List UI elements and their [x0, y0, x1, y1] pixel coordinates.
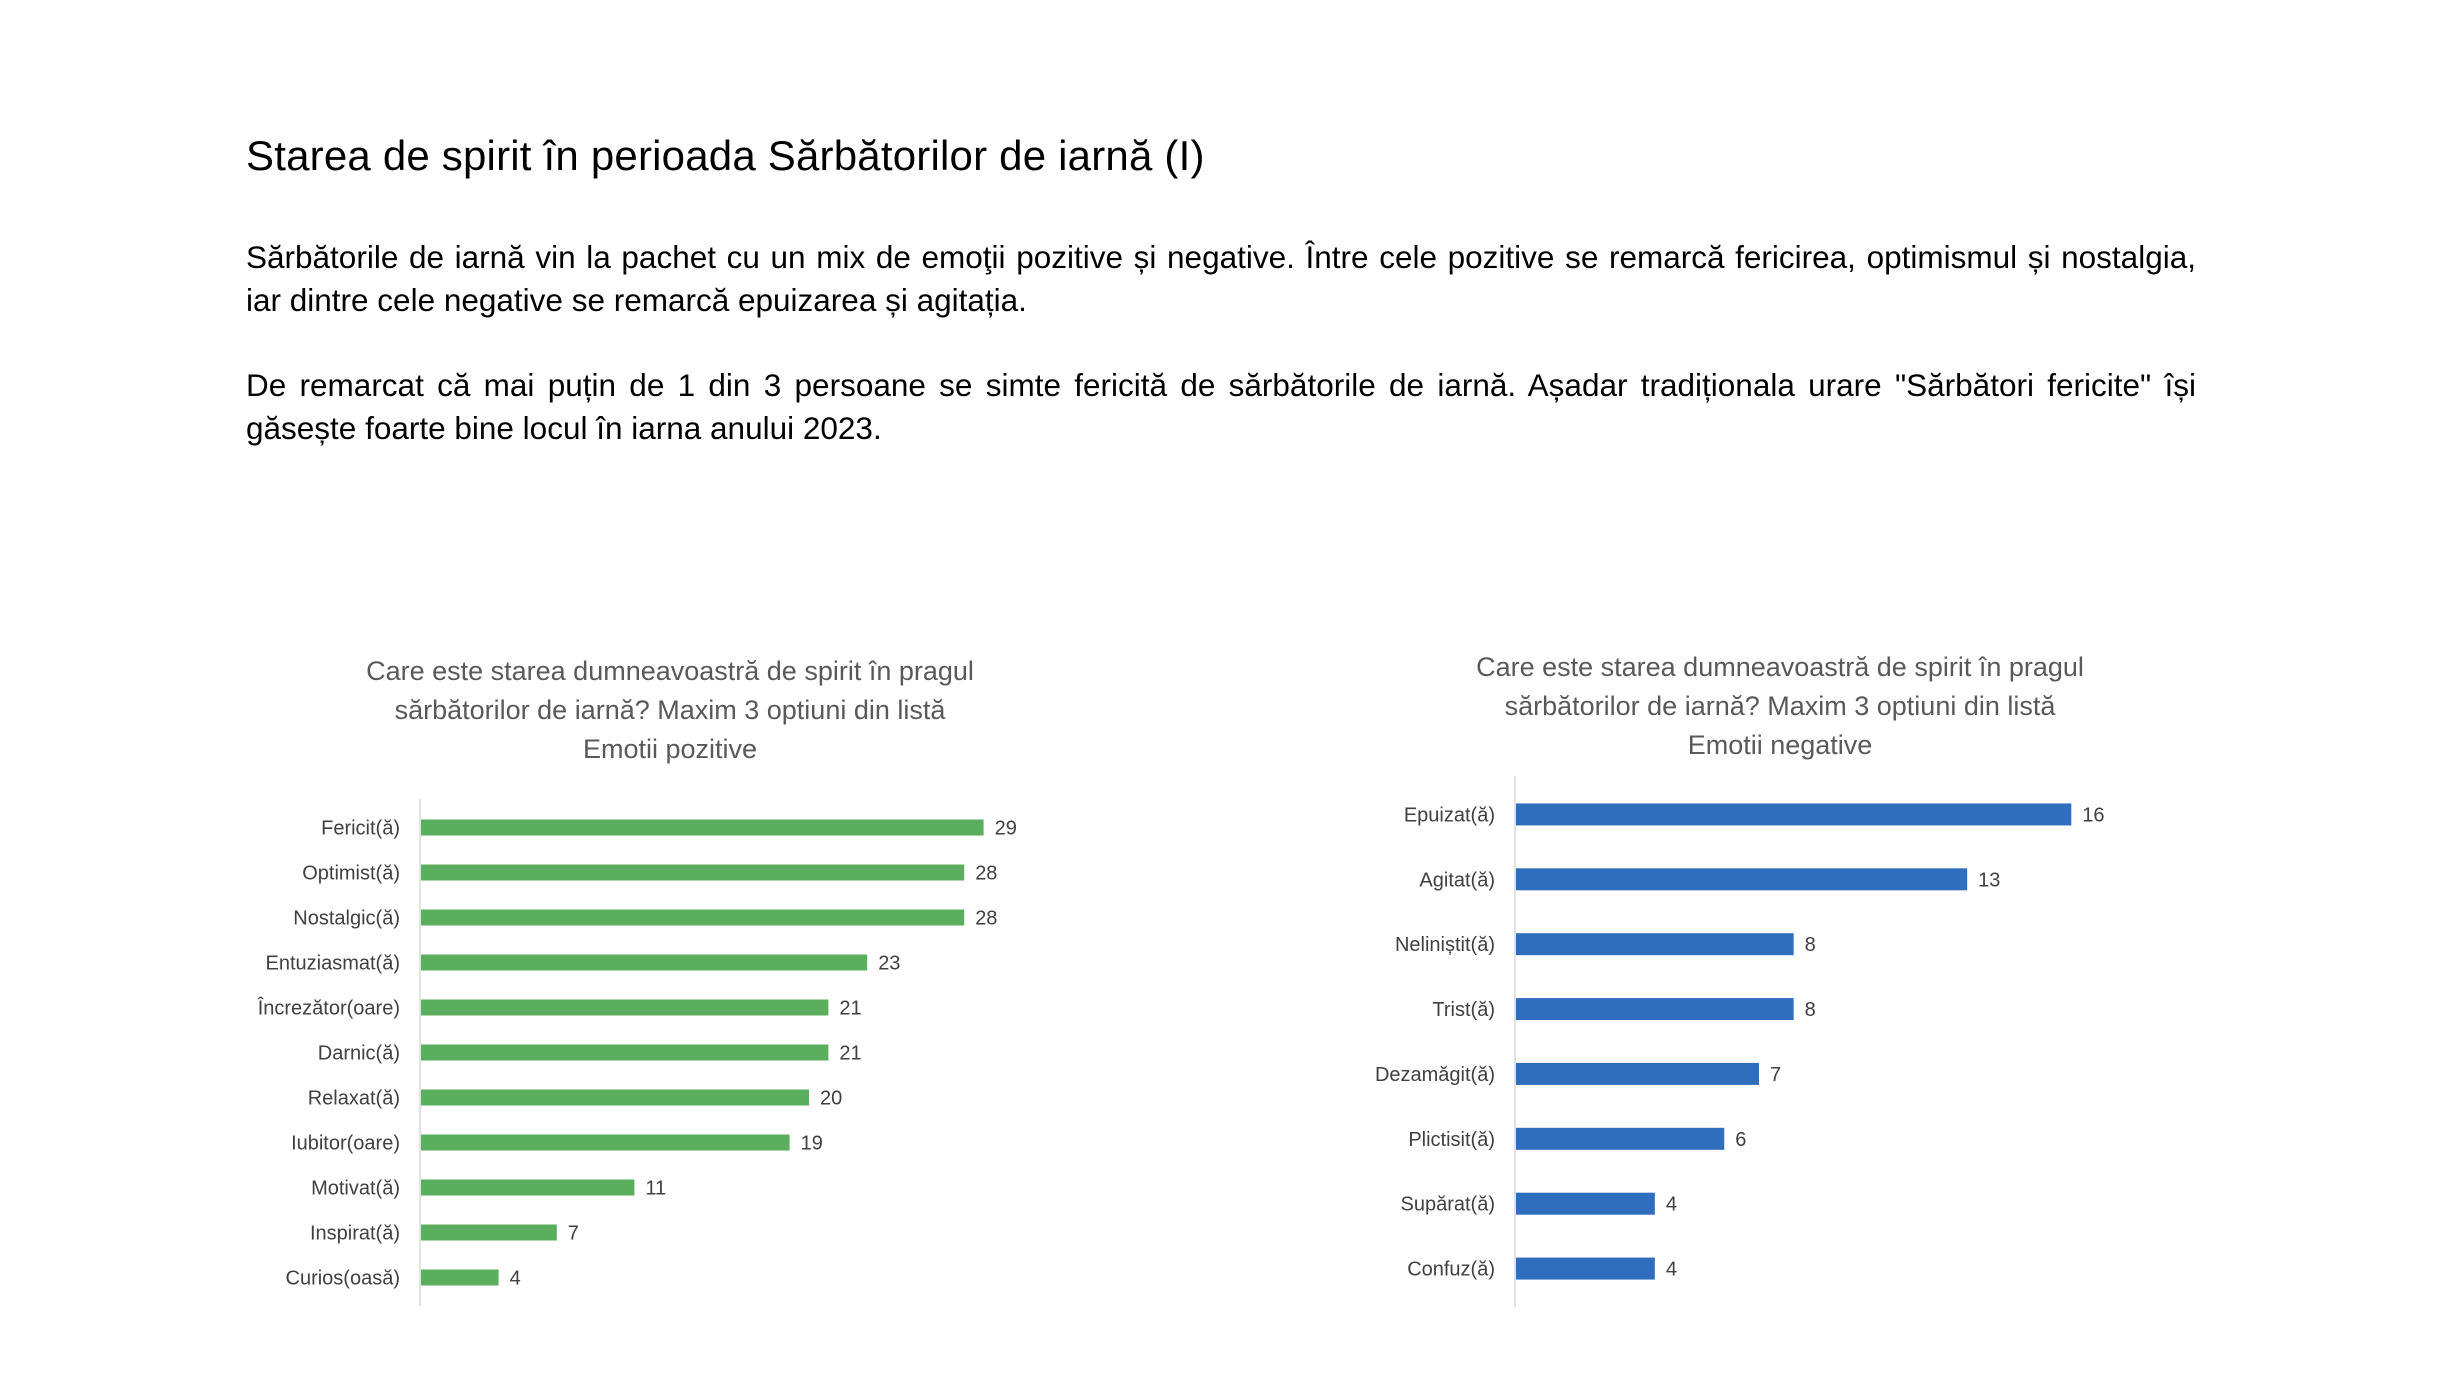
bar-row: Agitat(ă) 13 — [1419, 868, 2000, 891]
data-label: 6 — [1735, 1129, 1746, 1151]
chart-title: Care este starea dumneavoastră de spirit… — [366, 656, 974, 764]
category-label: Agitat(ă) — [1419, 869, 1495, 891]
bar-row: Neliniștit(ă) 8 — [1395, 933, 1816, 956]
data-label: 19 — [801, 1133, 823, 1155]
bar — [421, 1179, 635, 1196]
data-label: 16 — [2082, 804, 2104, 826]
data-label: 8 — [1805, 934, 1816, 956]
bar-row: Curios(oasă) 4 — [286, 1268, 521, 1290]
category-label: Neliniștit(ă) — [1395, 934, 1495, 956]
chart-title-line: Care este starea dumneavoastră de spirit… — [366, 656, 974, 686]
bar-row: Motivat(ă) 11 — [311, 1178, 666, 1200]
category-label: Epuizat(ă) — [1404, 804, 1495, 826]
category-label: Darnic(ă) — [318, 1043, 400, 1065]
bar — [1516, 1127, 1725, 1150]
chart-title-line: Emotii pozitive — [583, 734, 757, 764]
bar-row: Epuizat(ă) 16 — [1404, 803, 2105, 826]
chart-title-line: sărbătorilor de iarnă? Maxim 3 optiuni d… — [395, 695, 947, 725]
bar-row: Optimist(ă) 28 — [302, 863, 997, 885]
category-label: Inspirat(ă) — [310, 1223, 400, 1245]
bar — [421, 909, 965, 926]
bar — [421, 1134, 790, 1151]
category-label: Entuziasmat(ă) — [266, 953, 401, 975]
data-label: 23 — [878, 953, 900, 975]
data-label: 28 — [975, 863, 997, 885]
bar — [1516, 1192, 1655, 1215]
data-label: 8 — [1805, 999, 1816, 1021]
remark-paragraph: De remarcat că mai puțin de 1 din 3 pers… — [246, 367, 2196, 446]
bar — [1516, 933, 1794, 956]
bar-row: Inspirat(ă) 7 — [310, 1223, 579, 1245]
bar — [421, 1044, 829, 1061]
category-label: Relaxat(ă) — [308, 1088, 400, 1110]
chart-title-line: sărbătorilor de iarnă? Maxim 3 optiuni d… — [1505, 691, 2057, 721]
bar-row: Trist(ă) 8 — [1432, 998, 1816, 1021]
data-label: 4 — [510, 1268, 521, 1290]
bar — [421, 999, 829, 1016]
category-label: Dezamăgit(ă) — [1375, 1064, 1495, 1086]
bar — [1516, 803, 2072, 826]
data-label: 21 — [839, 1043, 861, 1065]
data-label: 29 — [995, 818, 1017, 840]
bar-row: Nostalgic(ă) 28 — [293, 908, 997, 930]
positive-emotions-chart: Care este starea dumneavoastră de spirit… — [230, 640, 1110, 1320]
bar-row: Supărat(ă) 4 — [1401, 1192, 1677, 1216]
data-label: 11 — [645, 1178, 666, 1200]
bar-row: Încrezător(oare) 21 — [257, 997, 862, 1020]
bar-row: Dezamăgit(ă) 7 — [1375, 1062, 1781, 1086]
data-label: 13 — [1978, 869, 2000, 891]
bar — [421, 819, 984, 836]
bar-row: Plictisit(ă) 6 — [1408, 1127, 1746, 1151]
bar-row: Fericit(ă) 29 — [321, 818, 1017, 840]
bar — [421, 1089, 809, 1106]
bar-row: Entuziasmat(ă) 23 — [266, 953, 901, 975]
data-label: 4 — [1666, 1194, 1677, 1216]
chart-title: Care este starea dumneavoastră de spirit… — [1476, 652, 2084, 760]
category-label: Trist(ă) — [1432, 999, 1495, 1021]
bar-row: Darnic(ă) 21 — [318, 1043, 862, 1065]
category-label: Fericit(ă) — [321, 818, 400, 840]
category-label: Motivat(ă) — [311, 1178, 400, 1200]
bar-row: Relaxat(ă) 20 — [308, 1088, 843, 1110]
negative-emotions-chart: Care este starea dumneavoastră de spirit… — [1340, 636, 2220, 1316]
chart-title-line: Care este starea dumneavoastră de spirit… — [1476, 652, 2084, 682]
intro-paragraph: Sărbătorile de iarnă vin la pachet cu un… — [246, 239, 2196, 318]
bar — [1516, 998, 1794, 1021]
data-label: 4 — [1666, 1259, 1677, 1281]
bar — [1516, 1062, 1759, 1085]
data-label: 28 — [975, 908, 997, 930]
category-label: Curios(oasă) — [286, 1268, 400, 1290]
bar — [421, 864, 965, 881]
bar — [421, 1224, 557, 1241]
data-label: 21 — [839, 998, 861, 1020]
category-label: Nostalgic(ă) — [293, 908, 400, 930]
positive-emotions-chart-svg: Care este starea dumneavoastră de spirit… — [257, 656, 1017, 1306]
data-label: 7 — [568, 1223, 579, 1245]
category-label: Optimist(ă) — [302, 863, 400, 885]
data-label: 7 — [1770, 1064, 1781, 1086]
category-label: Supărat(ă) — [1401, 1194, 1496, 1216]
bar — [421, 954, 868, 971]
category-label: Iubitor(oare) — [291, 1133, 400, 1155]
page-title: Starea de spirit în perioada Sărbătorilo… — [246, 132, 1205, 179]
category-label: Confuz(ă) — [1407, 1259, 1495, 1281]
chart-title-line: Emotii negative — [1688, 730, 1873, 760]
category-label: Plictisit(ă) — [1408, 1129, 1495, 1151]
data-label: 20 — [820, 1088, 842, 1110]
negative-emotions-chart-svg: Care este starea dumneavoastră de spirit… — [1375, 652, 2105, 1307]
bar — [1516, 1257, 1655, 1280]
category-label: Încrezător(oare) — [257, 997, 400, 1020]
bar — [421, 1269, 499, 1286]
bar-row: Iubitor(oare) 19 — [291, 1133, 823, 1155]
bar-row: Confuz(ă) 4 — [1407, 1257, 1677, 1281]
bar — [1516, 868, 1968, 891]
